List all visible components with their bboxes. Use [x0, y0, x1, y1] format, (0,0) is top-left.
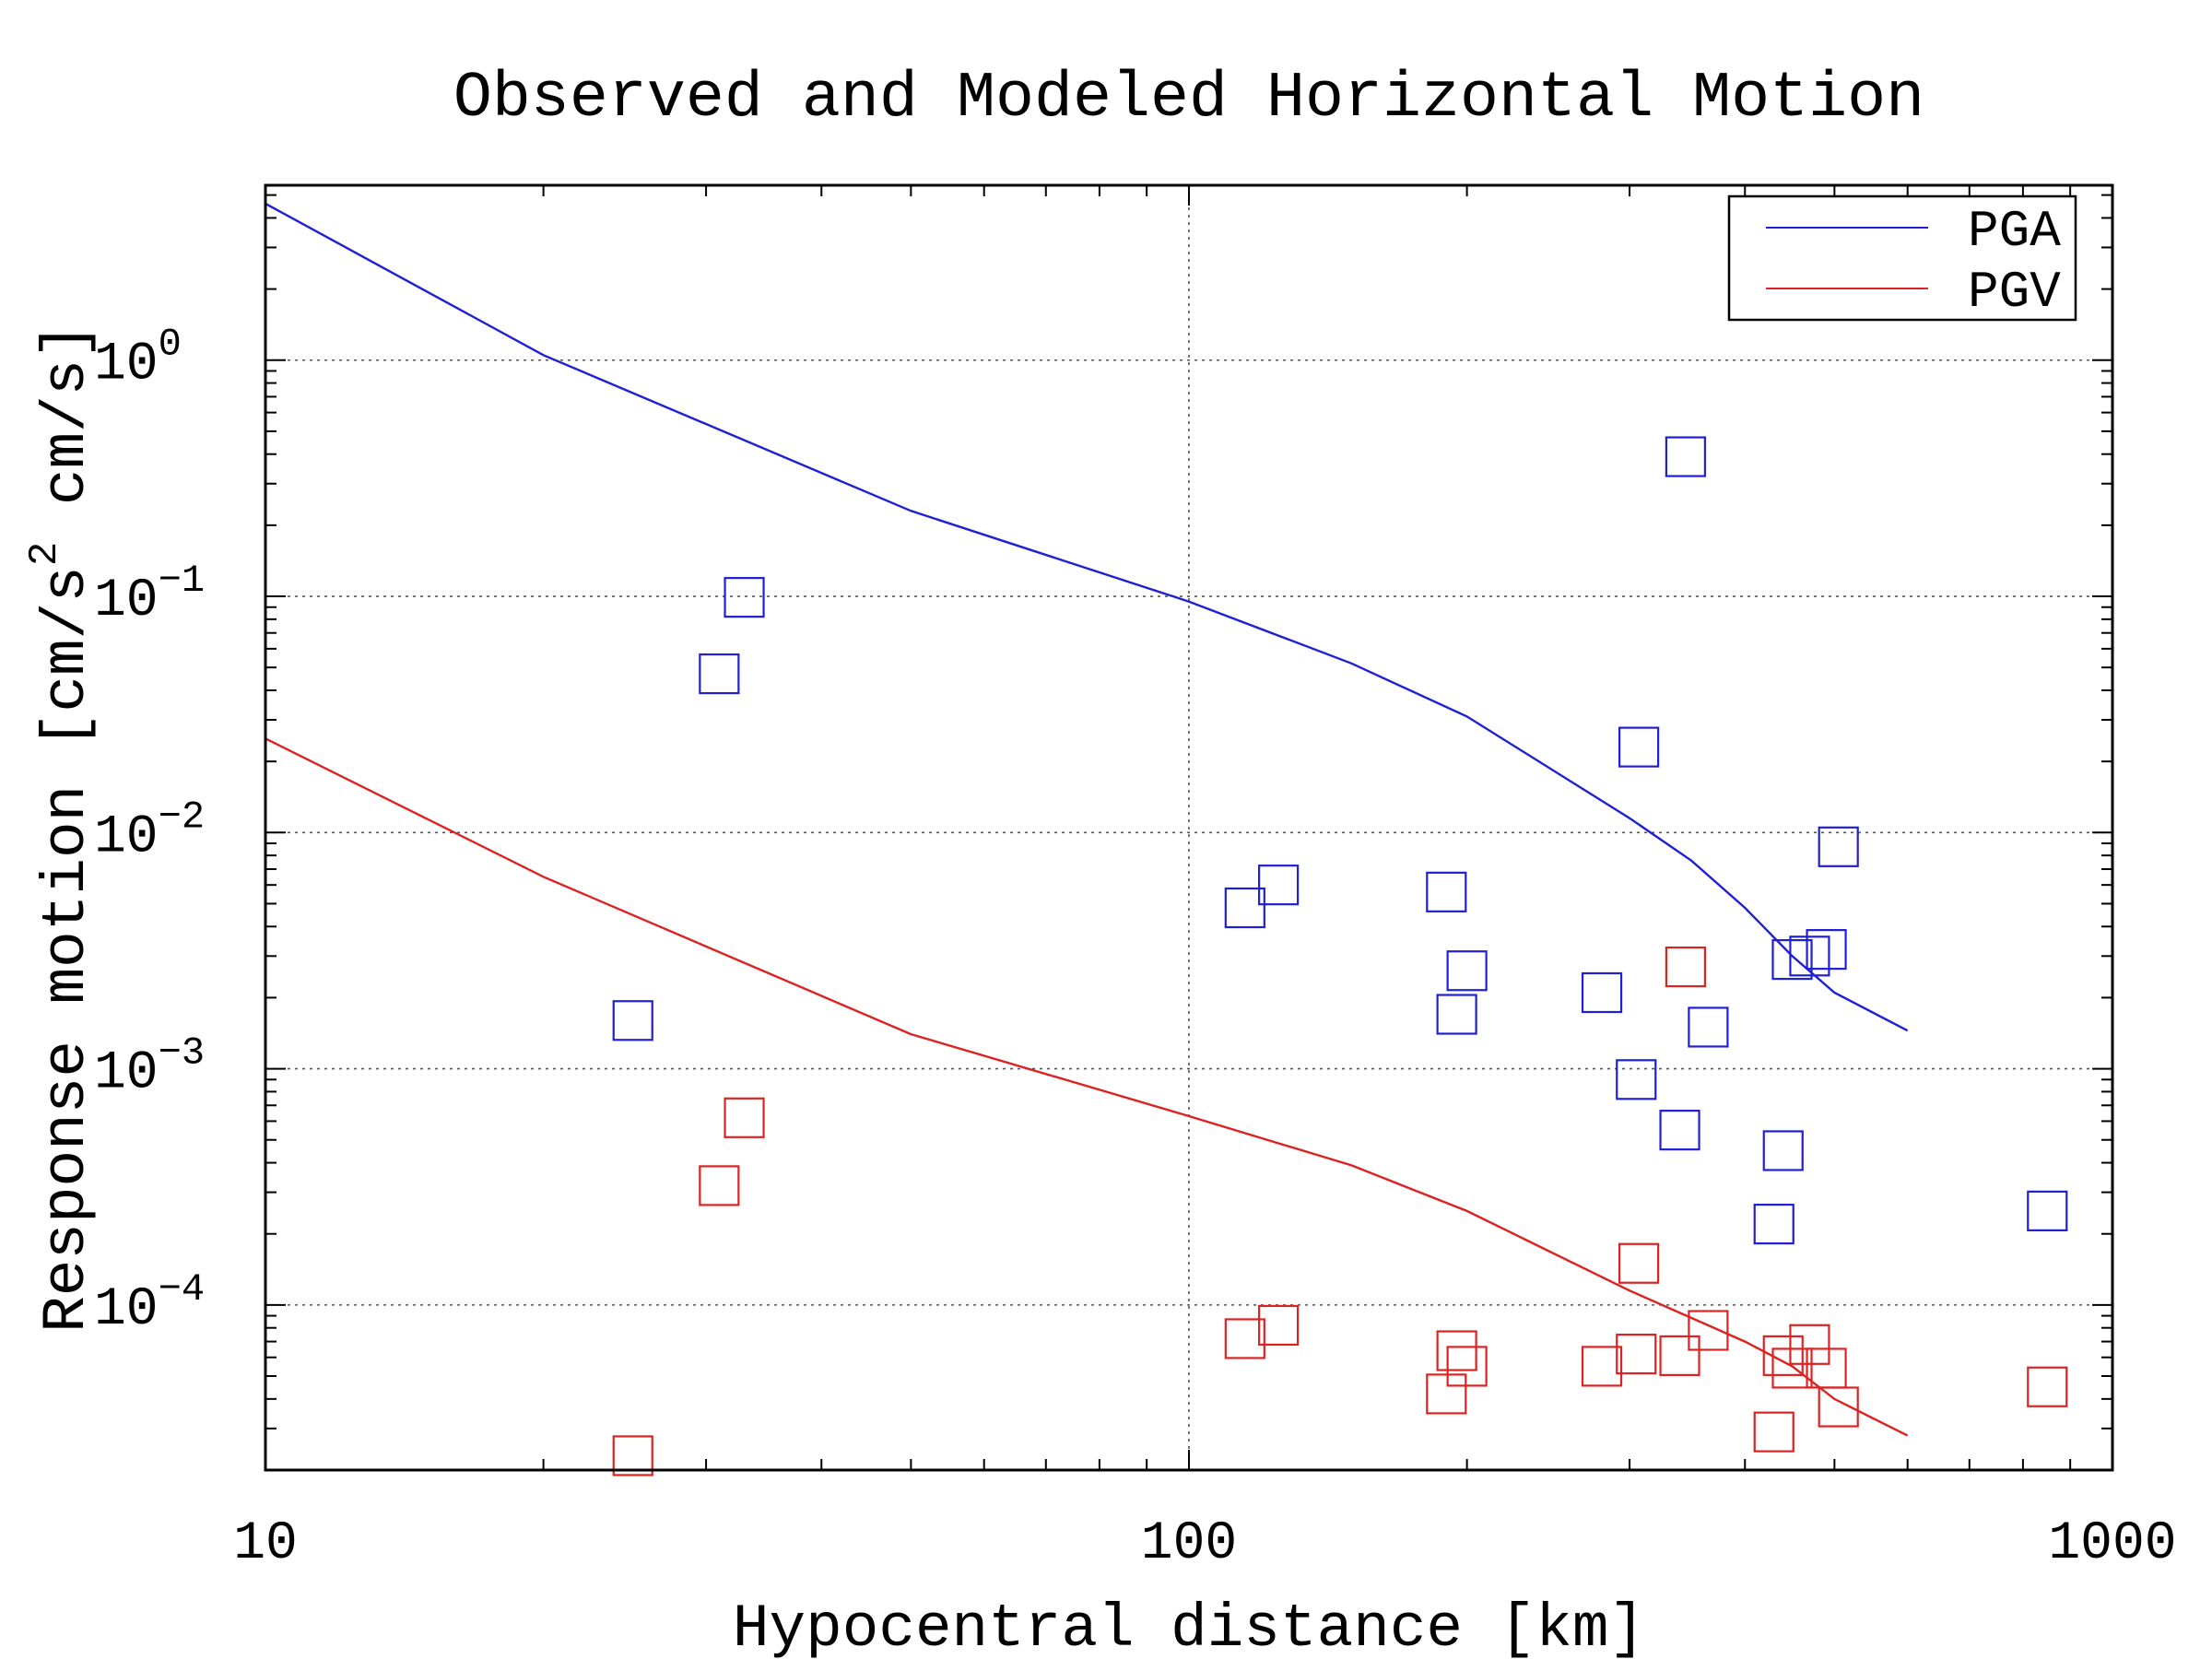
y-axis-label-main: Response motion [cm/s	[32, 566, 101, 1333]
x-tick-labels: 10 100 1000	[233, 1514, 2176, 1574]
pgv-observed-point	[2027, 1366, 2068, 1407]
observed-markers	[612, 436, 2068, 1477]
pgv-observed-point	[1446, 1346, 1488, 1387]
x-axis-label: Hypocentral distance [km]	[733, 1594, 1645, 1659]
pgv-observed-point	[1659, 1335, 1700, 1376]
x-axis-ticks	[265, 185, 2072, 1470]
pga-model-curve	[265, 202, 1909, 1032]
pgv-observed-point	[1688, 1310, 1729, 1351]
pga-observed-point	[1436, 994, 1477, 1035]
pga-observed-point	[1581, 971, 1623, 1014]
y-tick-label: 10−4	[94, 1267, 205, 1340]
pga-observed-point	[1224, 887, 1265, 929]
pga-observed-point	[2027, 1190, 2068, 1231]
pgv-observed-point	[1618, 1242, 1660, 1284]
pga-observed-point	[1426, 871, 1467, 912]
pga-observed-point	[1665, 436, 1706, 477]
pga-observed-point	[1618, 726, 1660, 768]
legend-pgv-label: PGV	[1968, 263, 2061, 322]
pgv-observed-point	[1665, 946, 1706, 988]
x-tick-label: 100	[1141, 1514, 1237, 1574]
y-axis-label: Response motion [cm/s2 cm/s]	[22, 323, 101, 1333]
pga-observed-point	[612, 1000, 653, 1041]
y-tick-label: 10−3	[94, 1031, 205, 1104]
pga-observed-point	[1616, 1059, 1657, 1100]
pgv-observed-point	[1789, 1324, 1830, 1365]
pgv-observed-point	[1818, 1386, 1859, 1428]
x-tick-label: 10	[233, 1514, 298, 1574]
y-tick-label: 100	[94, 323, 182, 395]
y-tick-label: 10−1	[94, 559, 205, 631]
pga-observed-point	[1258, 865, 1300, 906]
pgv-observed-point	[1771, 1347, 1813, 1389]
pga-observed-point	[1688, 1006, 1729, 1048]
legend: PGA PGV	[1727, 194, 2077, 322]
pga-observed-point	[1446, 950, 1488, 992]
pgv-observed-point	[1436, 1330, 1477, 1371]
y-tick-label: 10−2	[94, 794, 205, 867]
pga-observed-point	[1753, 1204, 1794, 1245]
pgv-observed-point	[1762, 1335, 1804, 1376]
pga-observed-point	[1818, 826, 1859, 867]
pga-observed-point	[1659, 1110, 1700, 1151]
pgv-observed-point	[1426, 1373, 1467, 1415]
y-tick-labels: 100 10−1 10−2 10−3 10−4	[94, 323, 205, 1340]
y-axis-label-superscript: 2	[22, 542, 68, 566]
y-axis-ticks	[265, 194, 2112, 1471]
plot-frame	[264, 183, 2114, 1472]
pgv-observed-point	[612, 1435, 653, 1477]
pga-observed-point	[1762, 1130, 1804, 1171]
chart-title: Observed and Modeled Horizontal Motion	[453, 63, 1924, 135]
legend-box	[1727, 194, 2077, 322]
y-axis-label-unit: cm/s]	[32, 323, 101, 542]
pgv-observed-point	[1581, 1346, 1623, 1387]
legend-pga-label: PGA	[1968, 202, 2061, 261]
pgv-observed-point	[1258, 1304, 1300, 1347]
pga-observed-point	[1771, 938, 1813, 981]
pgv-observed-point	[1753, 1411, 1794, 1453]
grid	[265, 185, 2112, 1470]
pgv-observed-point	[1616, 1333, 1657, 1375]
pga-observed-point	[1789, 935, 1830, 977]
x-tick-label: 1000	[2048, 1514, 2176, 1574]
pgv-observed-point	[724, 1097, 765, 1138]
pga-observed-point	[724, 577, 765, 618]
pga-observed-point	[1806, 929, 1847, 971]
pgv-observed-point	[699, 1165, 740, 1206]
pgv-observed-point	[1224, 1318, 1265, 1359]
pga-observed-point	[699, 653, 740, 695]
